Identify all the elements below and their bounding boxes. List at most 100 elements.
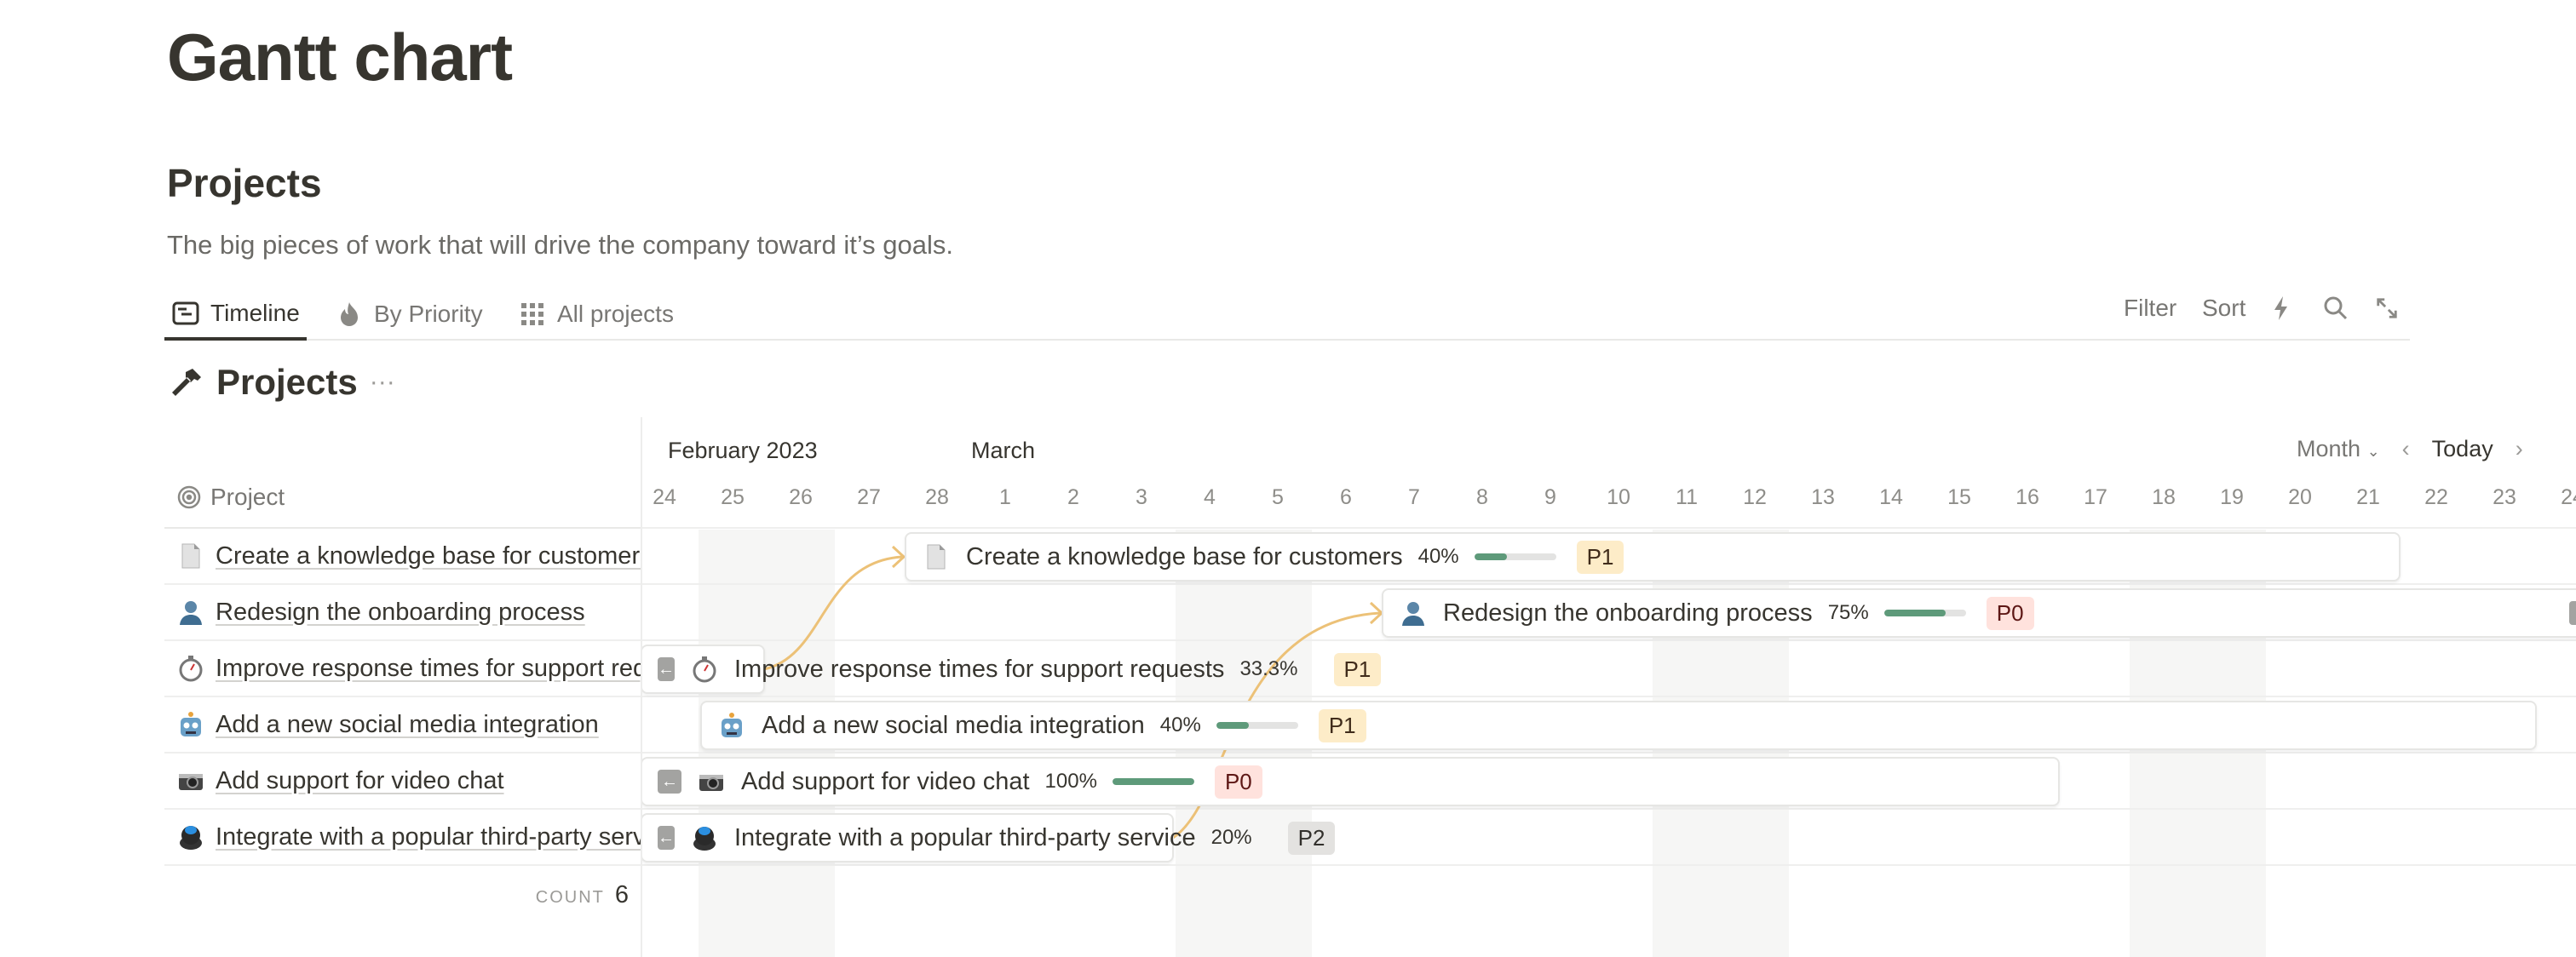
expand-button[interactable] (2375, 289, 2399, 327)
project-bar[interactable]: ← Improve response times for support requ… (642, 645, 1382, 694)
automation-button[interactable] (2273, 289, 2290, 327)
project-name: Integrate with a popular third-party ser… (216, 822, 641, 851)
project-list: Project Create a knowledge base for cust… (164, 417, 641, 957)
project-row[interactable]: Integrate with a popular third-party ser… (164, 810, 641, 866)
day-label: 24 (2561, 485, 2576, 509)
timeline-view: February 2023 March Month ⌄ ‹ Today › 24… (641, 417, 2576, 957)
arrow-left-icon[interactable]: ← (658, 770, 681, 794)
trackball-icon (690, 823, 719, 852)
project-row[interactable]: Create a knowledge base for customers (164, 529, 641, 585)
project-row[interactable]: Add a new social media integration (164, 697, 641, 754)
month-label: March (971, 438, 1036, 463)
month-label: February 2023 (668, 438, 818, 463)
project-row[interactable]: Improve response times for support reque… (164, 641, 641, 697)
project-bar[interactable]: ← Add support for video chat 100% P0 (642, 757, 2060, 806)
column-header-label: Project (210, 484, 285, 510)
day-label: 3 (1136, 485, 1147, 509)
day-label: 5 (1272, 485, 1284, 509)
day-label: 4 (1204, 485, 1216, 509)
progress-percent: 33.3% (1239, 657, 1298, 680)
progress-percent: 40% (1417, 545, 1459, 568)
bar-title: Improve response times for support reque… (734, 655, 1225, 683)
progress-bar (1216, 722, 1298, 729)
day-label: 22 (2424, 485, 2448, 509)
tab-timeline[interactable]: Timeline (164, 289, 307, 341)
count-label: COUNT (535, 888, 605, 907)
previous-button[interactable]: ‹ (2401, 436, 2410, 461)
arrow-left-icon[interactable]: ← (658, 826, 675, 850)
stopwatch-icon (176, 654, 205, 683)
bar-title: Create a knowledge base for customers (966, 542, 1403, 570)
project-bar[interactable]: Create a knowledge base for customers 40%… (905, 532, 2401, 582)
divider (164, 527, 641, 529)
day-label: 26 (789, 485, 813, 509)
day-label: 24 (653, 485, 676, 509)
day-label: 8 (1476, 485, 1488, 509)
priority-badge: P0 (1986, 596, 2034, 630)
stopwatch-icon (690, 655, 719, 684)
day-label: 23 (2493, 485, 2516, 509)
count-value: 6 (614, 881, 629, 908)
project-name: Create a knowledge base for customers (216, 542, 641, 570)
tab-all-projects[interactable]: All projects (518, 289, 674, 339)
chevron-down-icon: ⌄ (2366, 443, 2380, 460)
next-button[interactable]: › (2515, 436, 2523, 461)
target-icon (177, 485, 201, 509)
day-label: 9 (1544, 485, 1556, 509)
timeline-controls: Month ⌄ ‹ Today › (2297, 436, 2523, 462)
tab-label: All projects (557, 301, 674, 327)
bar-title: Redesign the onboarding process (1443, 599, 1813, 627)
view-tabs: Timeline By Priority All projects (164, 289, 2410, 341)
arrow-left-icon[interactable]: ← (658, 657, 675, 681)
scale-select[interactable]: Month ⌄ (2297, 436, 2380, 462)
project-name: Improve response times for support reque… (216, 654, 641, 682)
project-name: Add a new social media integration (216, 710, 599, 738)
count-summary: COUNT 6 (536, 881, 629, 909)
scale-label: Month (2297, 436, 2361, 461)
project-bar[interactable]: ← Integrate with a popular third-party se… (642, 813, 1336, 862)
bar-title: Add support for video chat (741, 767, 1030, 795)
page-icon (176, 542, 205, 570)
tab-label: Timeline (210, 300, 300, 326)
day-label: 11 (1676, 485, 1698, 509)
priority-badge: P1 (1576, 540, 1624, 574)
more-options-button[interactable]: ··· (369, 368, 395, 396)
trackball-icon (176, 822, 205, 851)
lightning-icon (2274, 296, 2287, 320)
progress-percent: 40% (1159, 713, 1201, 736)
project-name: Redesign the onboarding process (216, 598, 585, 626)
project-row[interactable]: Redesign the onboarding process (164, 585, 641, 641)
arrow-right-icon[interactable]: → (2569, 601, 2576, 625)
search-button[interactable] (2323, 289, 2349, 327)
robot-icon (176, 710, 205, 739)
grid-icon (521, 303, 543, 325)
bar-title: Integrate with a popular third-party ser… (734, 823, 1196, 851)
day-label: 17 (2084, 485, 2107, 509)
day-label: 2 (1067, 485, 1079, 509)
priority-badge: P2 (1287, 821, 1336, 855)
page-icon (922, 542, 951, 571)
hammer-icon (172, 369, 201, 396)
day-label: 12 (1743, 485, 1767, 509)
project-bar[interactable]: Redesign the onboarding process 75% P0 → (1382, 588, 2576, 638)
day-label: 25 (721, 485, 745, 509)
day-label: 15 (1947, 485, 1971, 509)
database-title-text: Projects (216, 362, 358, 402)
project-name: Add support for video chat (216, 766, 504, 794)
section-title: Projects (167, 161, 322, 205)
project-row[interactable]: Add support for video chat (164, 754, 641, 810)
row-divider (642, 808, 2576, 810)
day-label: 16 (2015, 485, 2039, 509)
day-label: 28 (925, 485, 949, 509)
day-label: 21 (2356, 485, 2380, 509)
today-button[interactable]: Today (2431, 436, 2493, 461)
day-label: 18 (2152, 485, 2176, 509)
day-label: 19 (2220, 485, 2244, 509)
tab-by-priority[interactable]: By Priority (335, 289, 483, 339)
project-column-header[interactable]: Project (176, 484, 285, 511)
filter-button[interactable]: Filter (2124, 295, 2177, 321)
row-divider (642, 639, 2576, 641)
project-bar[interactable]: Add a new social media integration 40% P1 (700, 701, 2537, 750)
sort-button[interactable]: Sort (2202, 295, 2246, 321)
bar-title: Add a new social media integration (762, 711, 1145, 739)
